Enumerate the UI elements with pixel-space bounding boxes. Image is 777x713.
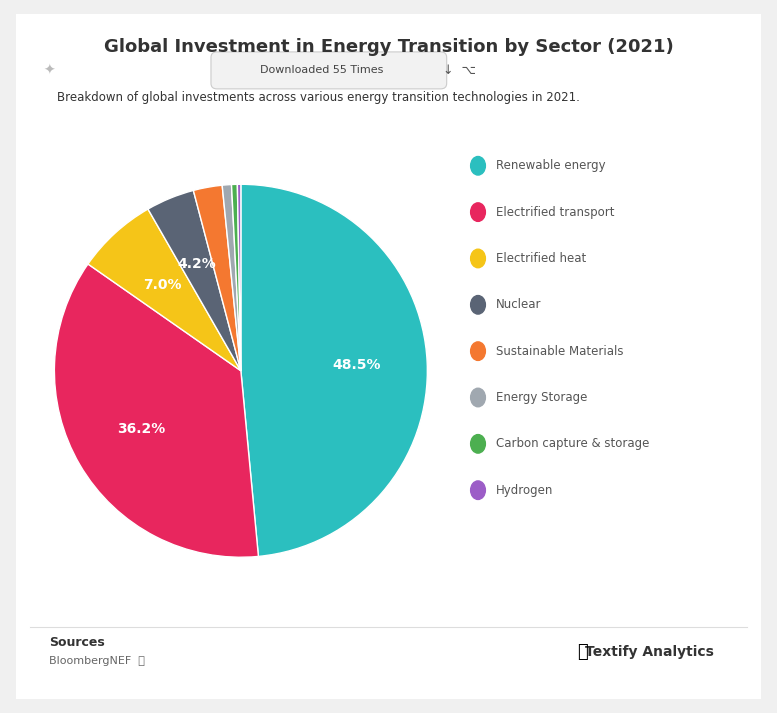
Text: ✦: ✦ xyxy=(44,63,55,78)
Circle shape xyxy=(471,295,486,314)
Text: Nuclear: Nuclear xyxy=(496,298,542,312)
Text: Electrified heat: Electrified heat xyxy=(496,252,586,265)
Text: Carbon capture & storage: Carbon capture & storage xyxy=(496,437,649,451)
Text: 🤖: 🤖 xyxy=(577,643,588,661)
Text: BloombergNEF  🔗: BloombergNEF 🔗 xyxy=(49,656,145,666)
Text: Sources: Sources xyxy=(49,636,105,649)
Circle shape xyxy=(471,250,486,267)
Wedge shape xyxy=(241,184,427,556)
Text: Global Investment in Energy Transition by Sector (2021): Global Investment in Energy Transition b… xyxy=(103,38,674,56)
FancyBboxPatch shape xyxy=(211,52,447,89)
Text: Renewable energy: Renewable energy xyxy=(496,159,605,173)
Circle shape xyxy=(471,157,486,175)
Text: 4.2%: 4.2% xyxy=(178,257,216,271)
Wedge shape xyxy=(222,185,241,371)
Text: Breakdown of global investments across various energy transition technologies in: Breakdown of global investments across v… xyxy=(57,91,580,104)
Text: Electrified transport: Electrified transport xyxy=(496,205,615,219)
Text: Hydrogen: Hydrogen xyxy=(496,483,553,497)
Text: 48.5%: 48.5% xyxy=(332,359,381,372)
Wedge shape xyxy=(237,184,241,371)
Circle shape xyxy=(471,202,486,221)
Text: Energy Storage: Energy Storage xyxy=(496,391,587,404)
Wedge shape xyxy=(148,190,241,371)
Circle shape xyxy=(471,388,486,406)
Wedge shape xyxy=(232,185,241,371)
Wedge shape xyxy=(193,185,241,371)
Wedge shape xyxy=(54,264,259,558)
Wedge shape xyxy=(88,209,241,371)
Text: 7.0%: 7.0% xyxy=(144,279,182,292)
Circle shape xyxy=(471,481,486,499)
Circle shape xyxy=(471,434,486,453)
Text: Textify Analytics: Textify Analytics xyxy=(585,645,714,660)
Circle shape xyxy=(471,342,486,361)
Text: ↓  ⌥: ↓ ⌥ xyxy=(443,64,476,77)
Text: Sustainable Materials: Sustainable Materials xyxy=(496,344,623,358)
Text: Downloaded 55 Times: Downloaded 55 Times xyxy=(260,66,383,76)
Text: 36.2%: 36.2% xyxy=(117,422,165,436)
